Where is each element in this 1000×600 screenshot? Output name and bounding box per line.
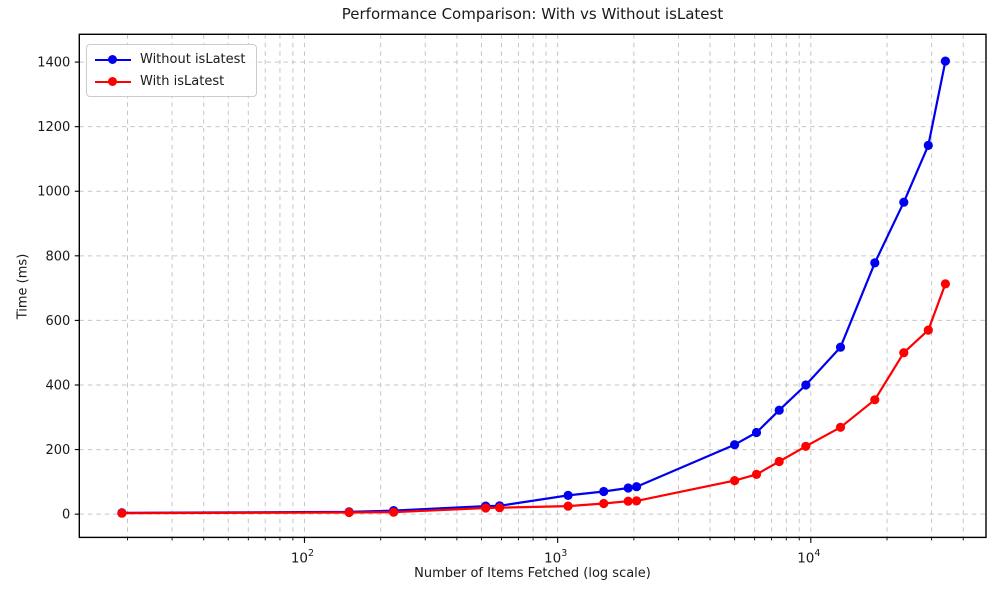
data-point bbox=[623, 496, 633, 506]
y-tick-label: 800 bbox=[45, 249, 70, 264]
data-point bbox=[751, 427, 762, 438]
chart-title: Performance Comparison: With vs Without … bbox=[341, 5, 724, 23]
line-marker-icon bbox=[95, 55, 131, 65]
data-point bbox=[563, 490, 573, 500]
legend-item-without-islatest: Without isLatest bbox=[95, 50, 246, 69]
legend-item-with-islatest: With isLatest bbox=[95, 72, 246, 91]
legend: Without isLatest With isLatest bbox=[86, 44, 257, 97]
data-point bbox=[632, 496, 642, 506]
y-tick-label: 400 bbox=[45, 378, 70, 393]
y-tick-label: 1400 bbox=[37, 56, 70, 71]
data-point bbox=[495, 503, 505, 513]
line-marker-icon bbox=[95, 77, 131, 87]
data-point bbox=[344, 507, 354, 518]
data-point bbox=[774, 456, 784, 467]
data-point bbox=[623, 483, 633, 493]
legend-label: Without isLatest bbox=[140, 52, 246, 67]
data-point bbox=[117, 508, 127, 518]
data-point bbox=[801, 441, 811, 451]
y-tick-label: 1000 bbox=[37, 185, 70, 200]
legend-label: With isLatest bbox=[140, 74, 225, 89]
y-tick-label: 1200 bbox=[37, 120, 70, 135]
y-tick-label: 0 bbox=[62, 508, 70, 523]
x-tick-label: 102 bbox=[291, 548, 314, 567]
data-point bbox=[599, 498, 609, 509]
data-point bbox=[389, 507, 399, 517]
y-tick-label: 600 bbox=[45, 314, 70, 329]
plot-border bbox=[78, 33, 987, 539]
data-point bbox=[940, 279, 951, 289]
data-point bbox=[899, 348, 909, 358]
x-axis-label: Number of Items Fetched (log scale) bbox=[414, 566, 651, 581]
data-point bbox=[835, 342, 846, 352]
data-point bbox=[730, 476, 740, 486]
data-point bbox=[870, 258, 880, 268]
data-point bbox=[730, 440, 740, 450]
x-tick-label: 103 bbox=[544, 548, 567, 567]
x-tick-label: 104 bbox=[797, 548, 820, 567]
data-point bbox=[599, 486, 609, 497]
data-point bbox=[899, 197, 909, 207]
data-point bbox=[870, 395, 880, 405]
y-tick-label: 200 bbox=[45, 443, 70, 458]
data-point bbox=[835, 422, 846, 432]
data-point bbox=[632, 482, 642, 492]
data-point bbox=[563, 501, 573, 511]
series-line-1 bbox=[120, 282, 947, 515]
data-point bbox=[751, 469, 762, 479]
data-point bbox=[801, 380, 811, 390]
data-point bbox=[923, 325, 933, 335]
data-point bbox=[774, 405, 784, 415]
data-point bbox=[481, 503, 491, 513]
y-axis-label: Time (ms) bbox=[15, 253, 31, 320]
series-line-0 bbox=[120, 59, 947, 515]
data-point bbox=[940, 56, 951, 66]
data-point bbox=[923, 140, 933, 150]
